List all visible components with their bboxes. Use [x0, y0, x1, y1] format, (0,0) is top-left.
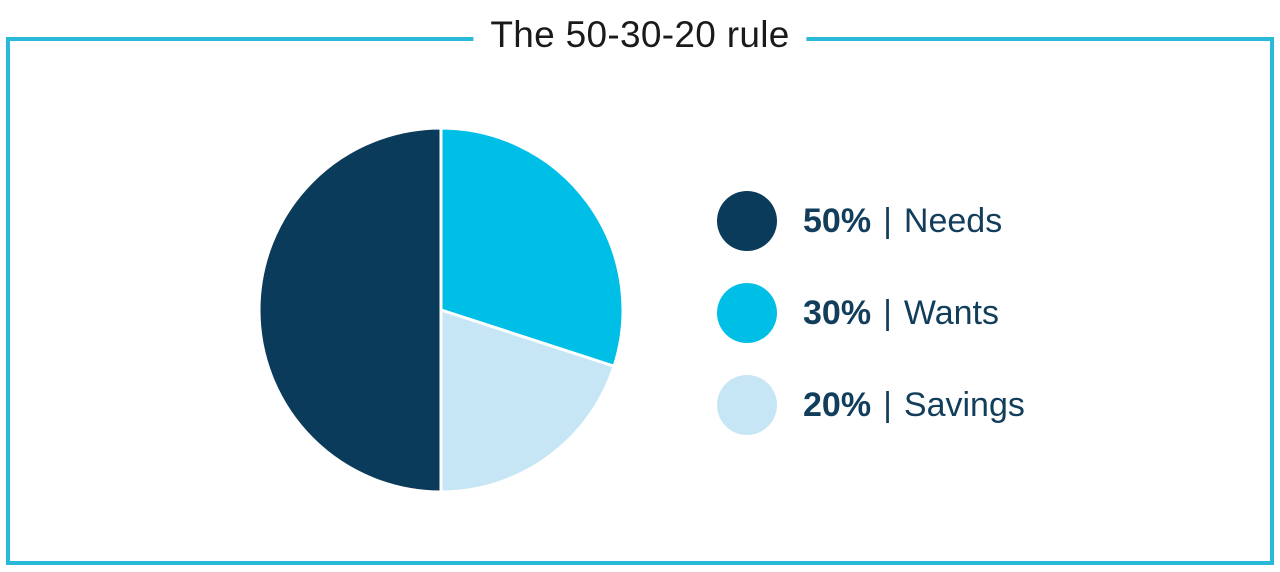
legend-item-savings: 20% | Savings [717, 375, 1025, 435]
legend-label-needs: Needs [903, 201, 1003, 240]
legend-item-wants: 30% | Wants [717, 283, 1025, 343]
legend-swatch-needs [717, 191, 777, 251]
legend-percent-wants: 30% [803, 293, 872, 332]
legend-text-savings: 20% | Savings [803, 386, 1025, 425]
legend-text-needs: 50% | Needs [803, 202, 1002, 241]
chart-title: The 50-30-20 rule [473, 12, 807, 59]
legend-item-needs: 50% | Needs [717, 191, 1025, 251]
pie-chart [257, 126, 625, 494]
legend: 50% | Needs 30% | Wants 20% | Savings [717, 191, 1025, 435]
legend-percent-savings: 20% [803, 385, 872, 424]
frame-border [6, 37, 1274, 565]
legend-separator: | [883, 385, 892, 424]
legend-label-savings: Savings [903, 385, 1025, 424]
pie-slice-wants [439, 126, 625, 368]
legend-separator: | [883, 293, 892, 332]
pie-slice-needs [257, 126, 443, 494]
legend-separator: | [883, 201, 892, 240]
legend-text-wants: 30% | Wants [803, 294, 999, 333]
legend-swatch-savings [717, 375, 777, 435]
legend-swatch-wants [717, 283, 777, 343]
legend-percent-needs: 50% [803, 201, 872, 240]
legend-label-wants: Wants [903, 293, 999, 332]
pie-slice-savings [439, 308, 616, 494]
